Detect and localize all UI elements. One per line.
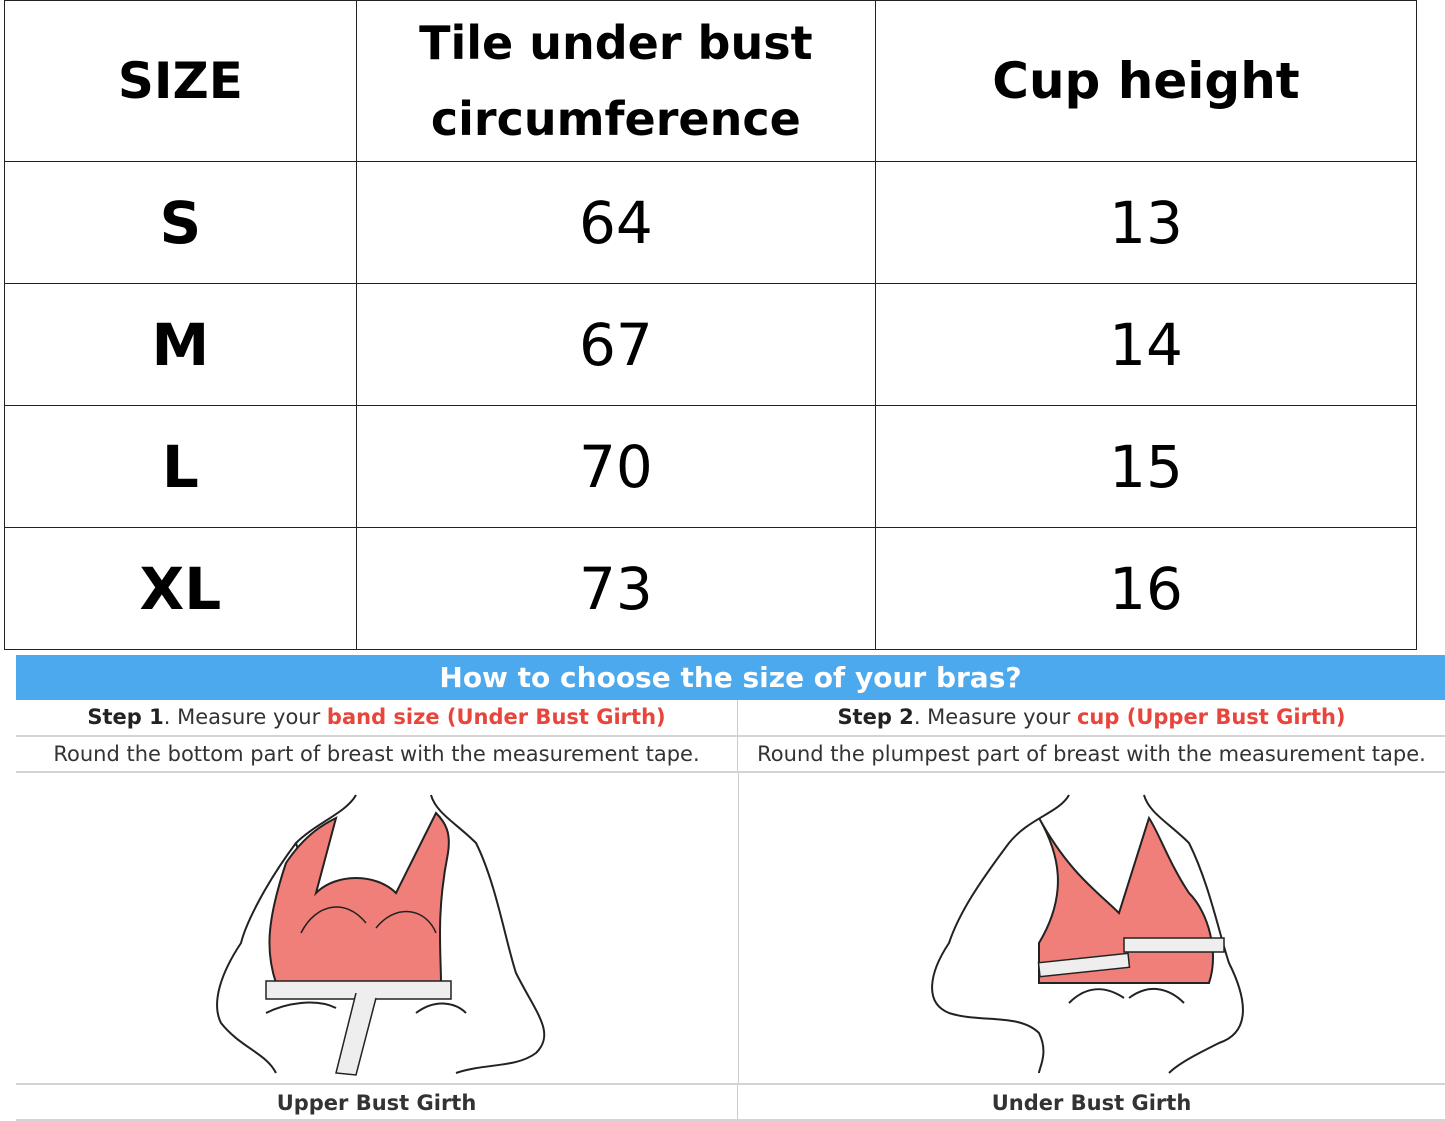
illustration-row xyxy=(16,773,1445,1085)
step-text: . Measure your xyxy=(913,705,1077,729)
size-cell: S xyxy=(4,161,357,284)
step-row: Step 1. Measure your band size (Under Bu… xyxy=(16,700,1445,737)
table-row: L 70 15 xyxy=(4,405,1418,528)
step-highlight: band size (Under Bust Girth) xyxy=(326,705,666,729)
caption-row: Upper Bust Girth Under Bust Girth xyxy=(16,1085,1445,1121)
table-header-row: SIZE Tile under bust circumference Cup h… xyxy=(4,0,1418,162)
cup-height-cell: 13 xyxy=(874,161,1418,284)
step-highlight: cup (Upper Bust Girth) xyxy=(1076,705,1346,729)
size-cell: M xyxy=(4,283,357,406)
cup-height-cell: 15 xyxy=(874,405,1418,528)
cup-height-cell: 14 xyxy=(874,283,1418,406)
step-1-caption: Upper Bust Girth xyxy=(16,1085,738,1119)
table-row: XL 73 16 xyxy=(4,527,1418,650)
step-label: Step 1 xyxy=(87,705,164,729)
under-bust-cell: 70 xyxy=(355,405,876,528)
step-2-description: Round the plumpest part of breast with t… xyxy=(757,742,1426,766)
step-1-description: Round the bottom part of breast with the… xyxy=(16,737,738,771)
step-2-caption: Under Bust Girth xyxy=(991,1091,1192,1115)
size-cell: XL xyxy=(4,527,357,650)
under-bust-cell: 67 xyxy=(355,283,876,406)
upper-bust-measure-illustration xyxy=(739,773,1445,1083)
table-row: S 64 13 xyxy=(4,161,1418,284)
under-bust-measure-illustration xyxy=(16,773,739,1083)
header-under-bust: Tile under bust circumference xyxy=(355,0,876,162)
guide-title: How to choose the size of your bras? xyxy=(16,655,1445,700)
description-row: Round the bottom part of breast with the… xyxy=(16,737,1445,773)
under-bust-cell: 64 xyxy=(355,161,876,284)
table-row: M 67 14 xyxy=(4,283,1418,406)
size-guide: How to choose the size of your bras? Ste… xyxy=(16,655,1445,1121)
header-size: SIZE xyxy=(4,0,357,162)
under-bust-cell: 73 xyxy=(355,527,876,650)
step-text: . Measure your xyxy=(163,705,327,729)
step-2: Step 2. Measure your cup (Upper Bust Gir… xyxy=(738,700,1445,735)
size-cell: L xyxy=(4,405,357,528)
step-label: Step 2 xyxy=(837,705,914,729)
cup-height-cell: 16 xyxy=(874,527,1418,650)
step-1: Step 1. Measure your band size (Under Bu… xyxy=(16,700,738,735)
header-cup-height: Cup height xyxy=(874,0,1418,162)
size-table: SIZE Tile under bust circumference Cup h… xyxy=(4,0,1418,650)
